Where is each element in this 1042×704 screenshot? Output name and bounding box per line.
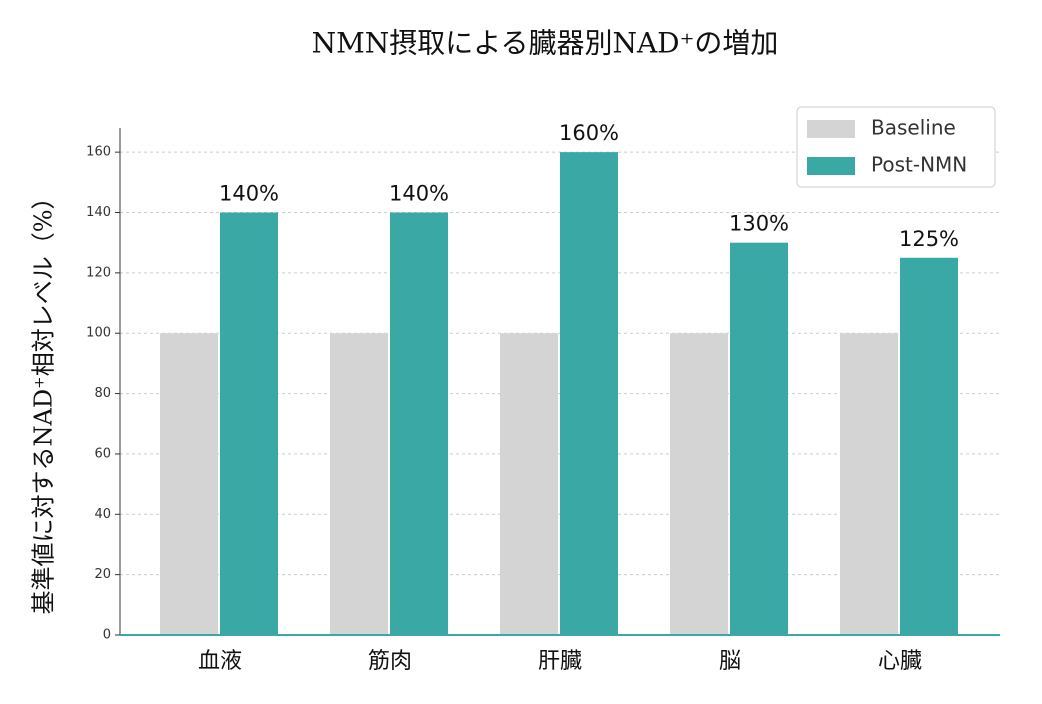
value-label: 140% [219,182,279,206]
x-tick-label: 筋肉 [368,649,412,674]
x-tick-label: 肝臓 [538,649,582,674]
bar [840,333,898,635]
bar [390,212,448,635]
y-tick-label: 120 [86,265,111,280]
legend-label: Post-NMN [871,153,967,177]
y-tick-label: 100 [86,326,111,341]
value-label: 140% [389,182,449,206]
y-tick-label: 160 [86,145,111,160]
y-tick-label: 40 [94,507,111,522]
y-tick-label: 0 [103,628,111,643]
bar [560,152,618,635]
x-tick-label: 脳 [719,649,741,674]
bar [330,333,388,635]
bar [730,242,788,635]
legend-swatch [807,157,855,175]
y-tick-label: 60 [94,446,111,461]
legend-swatch [807,120,855,138]
y-axis-label: 基準値に対するNAD⁺相対レベル（%） [30,185,58,614]
bar [900,257,958,635]
y-tick-label: 140 [86,205,111,220]
y-tick-label: 80 [94,386,111,401]
bar [500,333,558,635]
legend-label: Baseline [871,116,956,140]
bar [220,212,278,635]
bar [160,333,218,635]
value-label: 125% [899,227,959,251]
y-tick-label: 20 [94,567,111,582]
bar [670,333,728,635]
chart-title: NMN摂取による臓器別NAD⁺の増加 [312,27,779,60]
value-label: 160% [559,121,619,145]
value-label: 130% [729,212,789,236]
x-tick-label: 心臓 [878,649,922,674]
x-tick-label: 血液 [198,649,242,674]
